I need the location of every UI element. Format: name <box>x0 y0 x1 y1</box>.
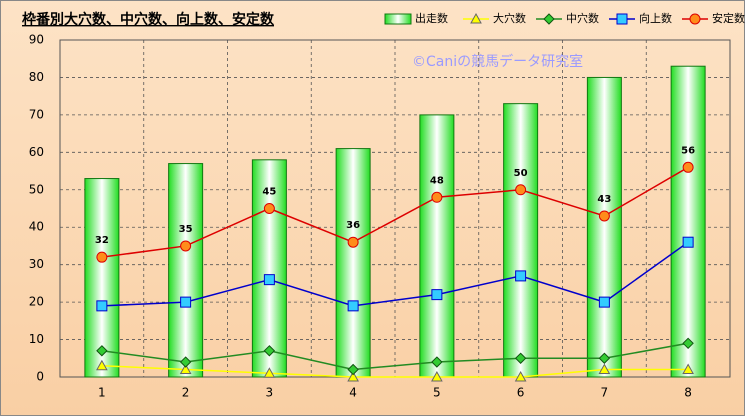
point <box>96 251 108 263</box>
point <box>598 296 610 308</box>
data-label: 45 <box>262 187 276 198</box>
bar <box>503 103 539 378</box>
line <box>101 241 689 307</box>
bar <box>419 114 455 378</box>
y-tick-label: 50 <box>29 182 44 196</box>
y-tick-label: 0 <box>36 370 44 384</box>
legend-marker <box>689 13 701 25</box>
data-label: 56 <box>681 145 695 156</box>
point <box>515 184 527 196</box>
point <box>598 363 611 375</box>
x-tick-label: 3 <box>266 386 274 400</box>
point <box>347 236 359 248</box>
x-tick-label: 7 <box>601 386 609 400</box>
data-label: 50 <box>514 168 528 179</box>
x-tick-label: 8 <box>684 386 692 400</box>
y-tick-label: 90 <box>29 33 44 47</box>
point <box>347 363 359 376</box>
watermark: ©Caniの競馬データ研究室 <box>412 53 583 70</box>
y-tick-label: 40 <box>29 220 44 234</box>
point <box>431 289 443 301</box>
point <box>431 370 443 382</box>
data-label: 35 <box>179 224 193 235</box>
point <box>682 363 694 375</box>
line <box>101 166 689 258</box>
bar <box>670 65 706 378</box>
point <box>682 337 694 350</box>
point <box>179 356 192 368</box>
x-tick-label: 1 <box>98 386 106 400</box>
point <box>514 370 527 382</box>
point <box>514 352 527 364</box>
point <box>682 236 694 248</box>
y-tick-label: 70 <box>29 107 44 121</box>
legend-label: 中穴数 <box>566 11 599 25</box>
bar <box>586 76 622 378</box>
point <box>263 345 276 357</box>
legend-label: 出走数 <box>415 11 448 25</box>
point <box>598 210 610 222</box>
x-tick-label: 5 <box>433 386 441 400</box>
point <box>598 352 611 364</box>
point <box>263 203 275 214</box>
data-label: 32 <box>95 235 109 246</box>
x-tick-label: 6 <box>517 386 525 400</box>
legend-label: 安定数 <box>712 11 745 25</box>
legend-swatch <box>384 13 412 25</box>
bar <box>84 178 120 378</box>
line <box>101 342 689 371</box>
x-tick-label: 4 <box>349 386 357 400</box>
bar <box>335 148 371 378</box>
y-tick-label: 30 <box>29 257 44 271</box>
bar <box>168 163 204 378</box>
y-tick-label: 80 <box>29 70 44 84</box>
legend-marker <box>543 13 555 25</box>
point <box>431 191 443 203</box>
legend-label: 向上数 <box>639 11 672 25</box>
data-label: 36 <box>346 220 360 231</box>
point <box>347 370 359 382</box>
data-label: 43 <box>597 194 611 205</box>
legend-marker <box>470 12 482 24</box>
y-tick-label: 20 <box>29 295 44 309</box>
point <box>96 345 108 357</box>
bar <box>251 159 287 378</box>
data-label: 48 <box>430 175 444 186</box>
point <box>515 270 527 282</box>
point <box>263 274 275 286</box>
line <box>101 365 689 378</box>
point <box>180 296 192 308</box>
legend-marker <box>616 13 628 25</box>
x-tick-label: 2 <box>182 386 190 400</box>
point <box>431 356 443 368</box>
point <box>263 367 276 378</box>
point <box>96 359 108 371</box>
point <box>96 300 108 312</box>
chart-title: 枠番別大穴数、中穴数、向上数、安定数 <box>22 11 275 28</box>
point <box>347 300 359 312</box>
legend-label: 大穴数 <box>493 11 526 25</box>
point <box>179 363 192 375</box>
point <box>180 240 192 252</box>
y-tick-label: 60 <box>29 145 44 159</box>
point <box>682 161 694 173</box>
y-tick-label: 10 <box>29 332 44 346</box>
